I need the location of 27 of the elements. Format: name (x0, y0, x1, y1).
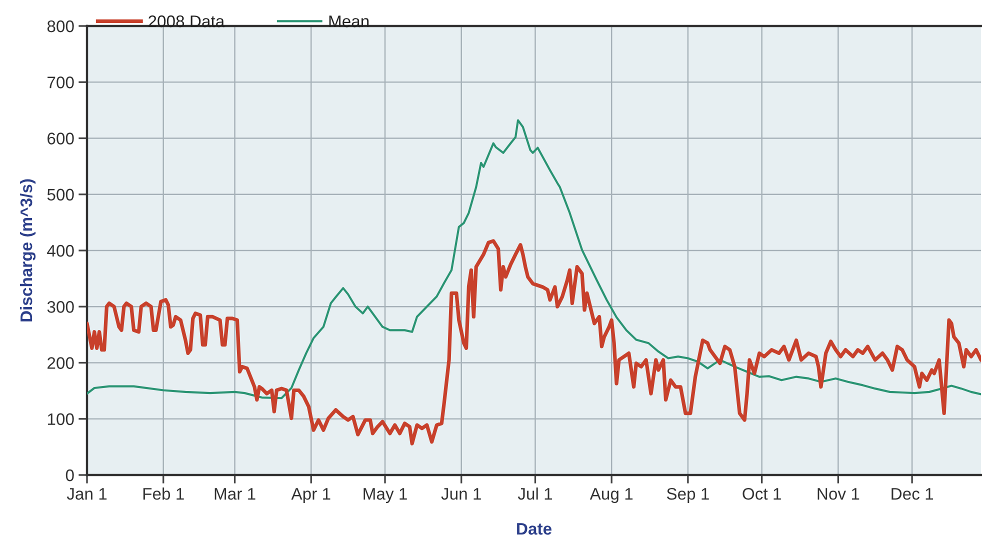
x-axis-title: Date (517, 523, 552, 535)
x-tick-label: Oct 1 (742, 488, 781, 500)
y-tick-label: 400 (47, 244, 74, 257)
y-tick-label: 700 (48, 76, 74, 88)
legend-label: 2008 Data (148, 15, 225, 28)
y-tick-label: 500 (47, 188, 74, 201)
y-tick-label: 100 (48, 413, 74, 426)
y-tick-label: 0 (66, 469, 74, 482)
legend-label: Mean (329, 16, 369, 28)
y-tick-label: 300 (47, 301, 74, 313)
line-series (87, 119, 982, 400)
y-tick-label: 600 (48, 132, 74, 144)
x-tick-label: Dec 1 (892, 488, 934, 500)
x-tick-label: Aug 1 (590, 488, 633, 504)
x-tick-label: Feb 1 (143, 488, 184, 500)
x-tick-label: Jul 1 (518, 488, 552, 500)
x-tick-label: Apr 1 (291, 488, 330, 504)
x-tick-label: Jun 1 (441, 488, 481, 500)
y-tick-label: 800 (47, 20, 74, 32)
x-tick-label: Mar 1 (214, 488, 256, 500)
x-tick-label: May 1 (364, 488, 407, 504)
x-tick-label: Jan 1 (66, 488, 107, 500)
y-tick-label: 200 (48, 357, 74, 369)
x-tick-label: Nov 1 (818, 488, 860, 500)
y-axis-title: Discharge (m^3/s) (20, 179, 36, 322)
x-tick-label: Sep 1 (666, 488, 709, 504)
line-series (87, 239, 982, 446)
